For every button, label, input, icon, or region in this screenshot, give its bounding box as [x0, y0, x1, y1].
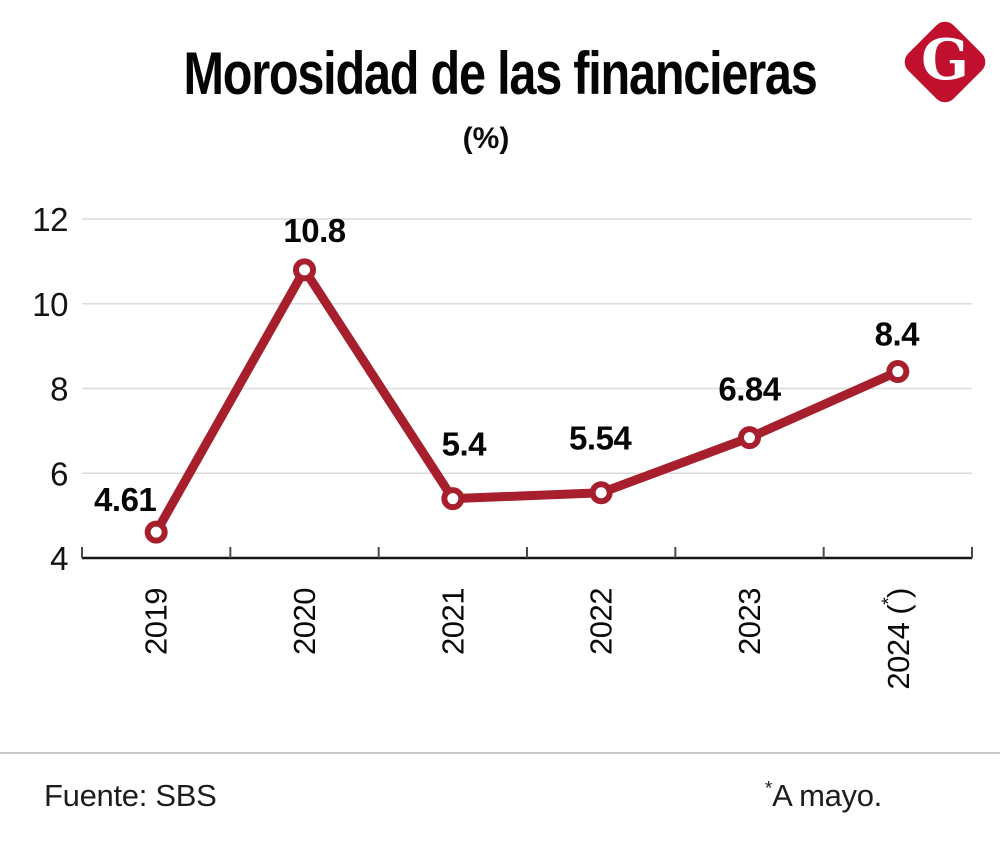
footnote: *A mayo. [765, 780, 882, 811]
data-value-labels: 4.61 10.8 5.4 5.54 6.84 8.4 [94, 212, 921, 518]
gridlines [82, 218, 972, 474]
svg-text:10.8: 10.8 [283, 212, 345, 249]
svg-text:2020: 2020 [287, 588, 322, 655]
svg-text:6: 6 [50, 455, 68, 492]
svg-text:2024 (*): 2024 (*) [878, 588, 915, 690]
y-axis-labels: 4 6 8 10 12 [32, 201, 68, 577]
x-axis-labels: 2019 2020 2021 2022 2023 2024 (*) [139, 588, 916, 690]
footnote-text: A mayo. [772, 778, 882, 813]
footnote-asterisk: * [764, 778, 773, 800]
data-point-markers [144, 258, 910, 544]
svg-text:2022: 2022 [584, 588, 619, 655]
svg-text:10: 10 [32, 286, 68, 323]
chart-unit-label: (%) [462, 122, 510, 155]
svg-text:6.84: 6.84 [718, 371, 781, 408]
source-label: Fuente: SBS [44, 778, 217, 813]
svg-text:4: 4 [50, 540, 68, 577]
svg-text:4.61: 4.61 [94, 481, 156, 518]
series-line [151, 265, 903, 537]
svg-text:8: 8 [50, 371, 68, 408]
svg-text:2019: 2019 [139, 588, 174, 655]
svg-text:5.4: 5.4 [442, 426, 488, 463]
x-axis [81, 547, 973, 560]
footer-divider [0, 752, 1000, 754]
svg-text:2023: 2023 [732, 588, 767, 655]
svg-text:5.54: 5.54 [569, 420, 632, 457]
page-title: Morosidad de las financieras [183, 40, 817, 107]
svg-text:2021: 2021 [435, 588, 470, 655]
svg-text:8.4: 8.4 [875, 316, 921, 353]
svg-text:12: 12 [32, 201, 68, 238]
